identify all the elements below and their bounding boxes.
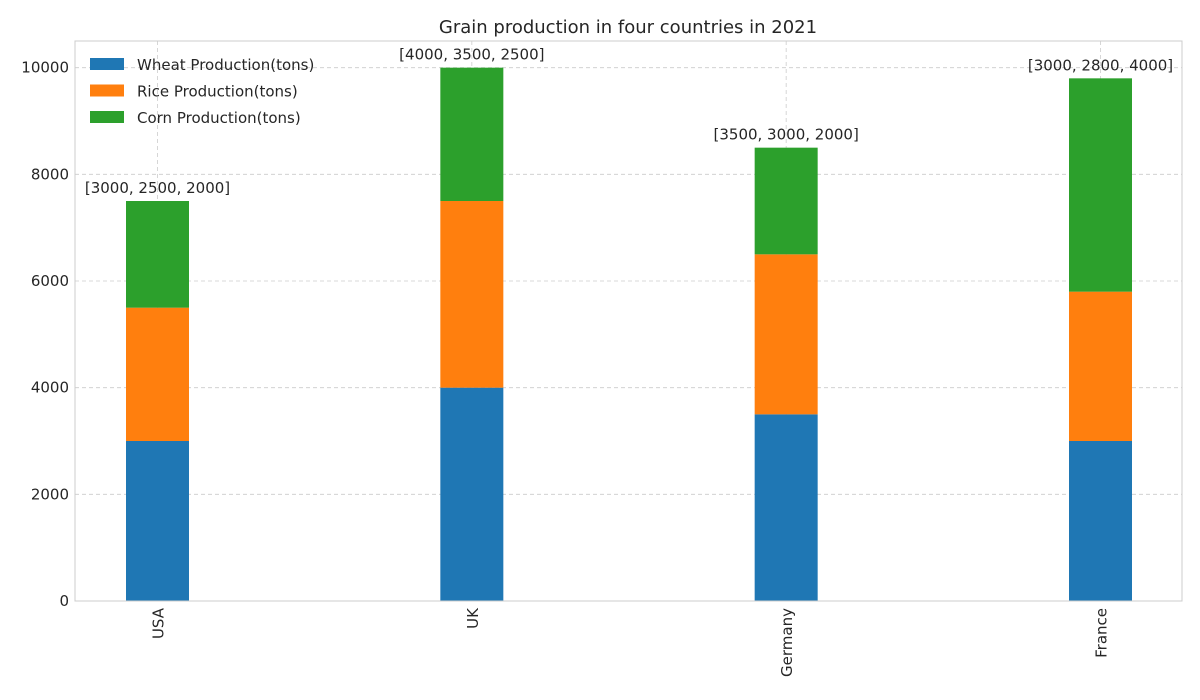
bar-france-wheat: [1069, 441, 1132, 601]
data-label: [3500, 3000, 2000]: [714, 126, 859, 144]
x-tick-label: UK: [464, 607, 482, 629]
y-tick-label: 6000: [31, 272, 69, 290]
x-tick-label: Germany: [778, 608, 796, 677]
x-axis-ticks: USA UK Germany France: [150, 607, 1111, 677]
legend-label: Rice Production(tons): [137, 83, 298, 101]
y-tick-label: 10000: [21, 59, 69, 77]
y-tick-label: 2000: [31, 485, 69, 503]
bar-france-corn: [1069, 78, 1132, 292]
legend-swatch: [90, 58, 124, 70]
legend-swatch: [90, 84, 124, 97]
bar-germany-corn: [754, 147, 818, 255]
data-label: [3000, 2500, 2000]: [85, 179, 230, 197]
bar-usa-rice: [126, 307, 189, 441]
bar-uk-rice: [440, 201, 504, 388]
bar-usa-wheat: [126, 441, 189, 601]
y-tick-label: 4000: [31, 379, 69, 397]
legend-label: Wheat Production(tons): [137, 56, 314, 74]
x-tick-label: France: [1093, 608, 1111, 658]
data-label: [4000, 3500, 2500]: [399, 46, 544, 64]
bar-uk-corn: [440, 67, 504, 202]
plot-frame: [74, 40, 1183, 602]
chart-title: Grain production in four countries in 20…: [439, 17, 817, 38]
bar-uk-wheat: [440, 387, 504, 601]
legend: Wheat Production(tons) Rice Production(to…: [90, 56, 314, 127]
data-label: [3000, 2800, 4000]: [1028, 56, 1173, 74]
bar-france-rice: [1069, 291, 1132, 441]
x-tick-label: USA: [150, 607, 168, 639]
y-tick-label: 0: [59, 592, 69, 610]
bar-usa-corn: [126, 201, 189, 308]
data-labels: [3000, 2500, 2000] [4000, 3500, 2500] [350…: [85, 46, 1173, 197]
bar-germany-rice: [754, 254, 818, 415]
bars: [126, 67, 1132, 601]
y-tick-label: 8000: [31, 165, 69, 183]
bar-germany-wheat: [754, 414, 818, 601]
y-axis-ticks: 0 2000 4000 6000 8000 10000: [21, 59, 69, 610]
legend-swatch: [90, 111, 124, 123]
legend-label: Corn Production(tons): [137, 109, 301, 127]
